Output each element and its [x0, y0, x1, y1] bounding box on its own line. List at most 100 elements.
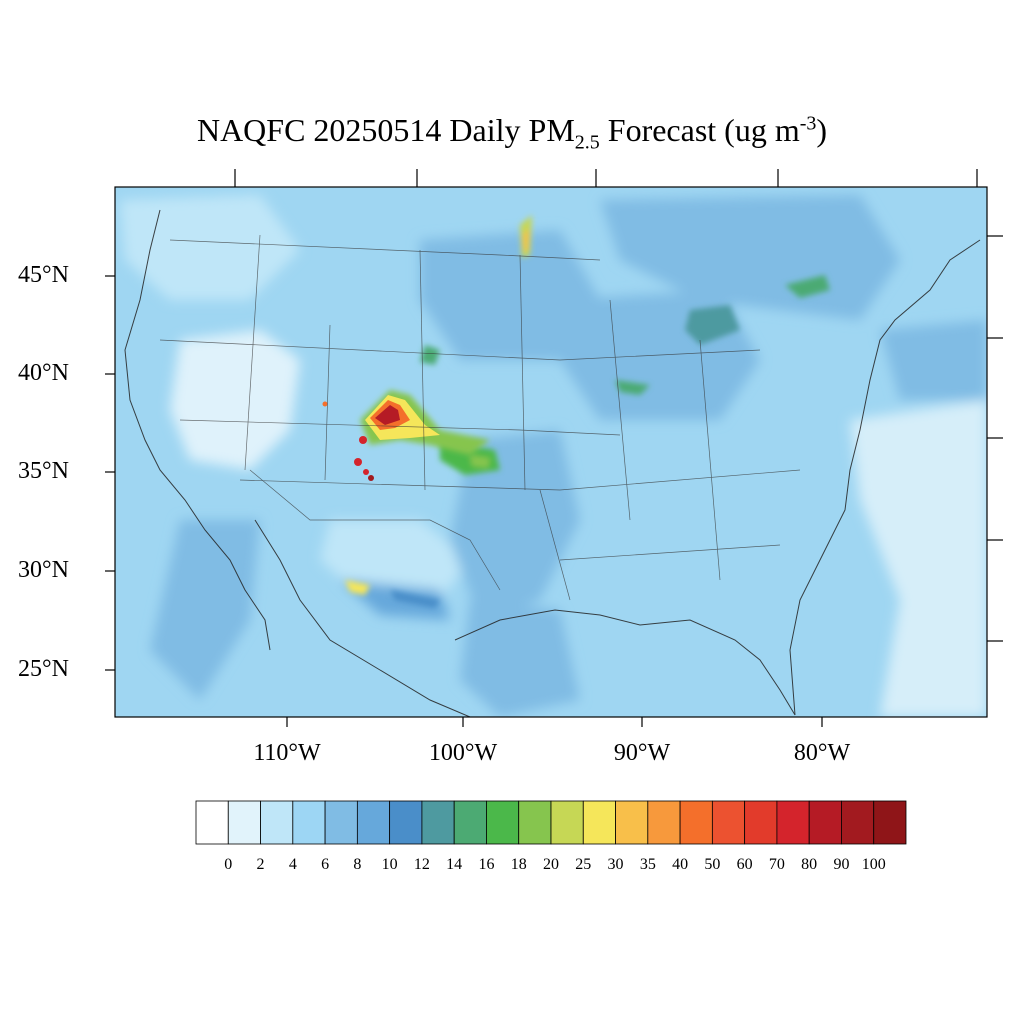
colorbar-swatch — [421, 800, 455, 845]
state-line-7 — [699, 339, 721, 581]
colorbar-swatch — [841, 800, 875, 845]
colorbar-swatch — [227, 800, 261, 845]
hotspot-nm-tx-border — [345, 580, 370, 595]
mexico-border — [249, 469, 501, 591]
great-basin-low — [170, 330, 300, 470]
colorbar-label: 60 — [736, 856, 753, 873]
hotspot-michigan — [685, 305, 740, 345]
fire-point-1 — [359, 436, 367, 444]
lon-label-110w: 110°W — [253, 740, 321, 766]
coastlines — [124, 209, 981, 717]
state-line-6 — [609, 299, 631, 521]
lat-label-25: 25°N — [18, 656, 69, 682]
map-title: NAQFC 20250514 Daily PM2.5 Forecast (ug … — [196, 112, 828, 154]
state-line-11 — [559, 544, 781, 561]
fire-point-3 — [363, 469, 369, 475]
canada-border — [169, 239, 601, 261]
fire-point-5 — [322, 401, 328, 407]
colorbar-label: 80 — [801, 856, 818, 873]
colorbar-swatch — [453, 800, 487, 845]
state-line-2 — [324, 324, 331, 481]
colorbar-swatch — [647, 800, 681, 845]
hotspot-kansas-core — [470, 455, 490, 468]
colorbar-label: 50 — [704, 856, 721, 873]
colorbar-swatch — [873, 800, 907, 845]
hotspot-illinois — [615, 380, 650, 395]
colorbar-swatch — [389, 800, 423, 845]
colorbar-label: 16 — [478, 856, 495, 873]
state-line-5 — [539, 489, 571, 601]
hotspot-west-texas — [390, 590, 440, 608]
colorbar-label: 10 — [381, 856, 398, 873]
colorbar-label: 40 — [672, 856, 689, 873]
hotspot-mn-nd-core — [523, 228, 529, 252]
plume-core — [375, 405, 400, 425]
colorbar-swatch — [260, 800, 294, 845]
lat-label-30: 30°N — [18, 557, 69, 583]
state-line-10 — [239, 469, 801, 491]
atlantic-low — [850, 400, 987, 717]
colorbar-label: 6 — [321, 856, 330, 873]
state-line-1 — [244, 234, 261, 471]
southern-plains — [450, 430, 580, 620]
colorbar-swatch — [615, 800, 649, 845]
lon-label-100w: 100°W — [428, 740, 498, 766]
colorbar-swatch — [808, 800, 842, 845]
state-borders — [159, 234, 801, 601]
baja-mexico-coast — [254, 519, 471, 717]
colorbar-label: 18 — [510, 856, 527, 873]
lat-label-40: 40°N — [18, 360, 69, 386]
colorbar-swatch — [356, 800, 391, 845]
colorbar-swatch — [195, 800, 229, 845]
colorbar-label: 30 — [607, 856, 624, 873]
colorbar-swatch — [292, 800, 326, 845]
colorbar-swatch — [324, 800, 358, 845]
colorbar-label: 4 — [288, 856, 297, 873]
map-frame — [114, 186, 988, 718]
map-field — [115, 187, 987, 717]
hotspot-layer — [345, 215, 830, 608]
lon-label-90w: 90°W — [613, 740, 671, 766]
colorbar-swatch — [486, 800, 520, 845]
pacific-coast — [124, 209, 271, 651]
northwest-low — [120, 195, 300, 300]
colorbar-swatch — [582, 800, 616, 845]
hotspot-newyork — [785, 275, 830, 298]
state-line-9 — [179, 419, 621, 436]
colorbar-swatch — [679, 800, 713, 845]
lat-label-45: 45°N — [18, 262, 69, 288]
northern-plains — [420, 230, 600, 360]
colorbar-label: 70 — [768, 856, 785, 873]
gulf-coast — [454, 609, 796, 716]
colorbar-swatch — [711, 800, 746, 845]
colorbar-label: 35 — [639, 856, 656, 873]
fire-point-4 — [368, 475, 374, 481]
state-line-4 — [519, 254, 526, 491]
northeast-offshore — [880, 320, 987, 400]
state-line-8 — [159, 339, 761, 361]
lon-label-80w: 80°W — [793, 740, 851, 766]
colorbar-label: 20 — [543, 856, 559, 873]
axis-ticks — [105, 169, 1003, 727]
hotspot-nebraska — [420, 345, 440, 365]
colorado-smoke-plume — [322, 390, 490, 481]
colorbar-swatch — [744, 800, 778, 845]
atlantic-coast — [789, 239, 981, 716]
colorbar-label: 2 — [256, 856, 265, 873]
fire-point-2 — [354, 458, 362, 466]
colorbar-swatch — [550, 800, 584, 845]
colorbar-label: 14 — [446, 856, 463, 873]
colorbar-label: 0 — [224, 856, 233, 873]
state-line-3 — [419, 249, 426, 491]
southwest-low — [320, 520, 470, 600]
colorbar — [195, 800, 907, 845]
colorbar-label: 25 — [575, 856, 592, 873]
colorbar-swatch — [776, 800, 810, 845]
colorbar-swatch — [518, 800, 552, 845]
gulf-west — [460, 600, 580, 717]
colorbar-label: 12 — [413, 856, 430, 873]
colorbar-label: 8 — [353, 856, 362, 873]
lat-label-35: 35°N — [18, 458, 69, 484]
